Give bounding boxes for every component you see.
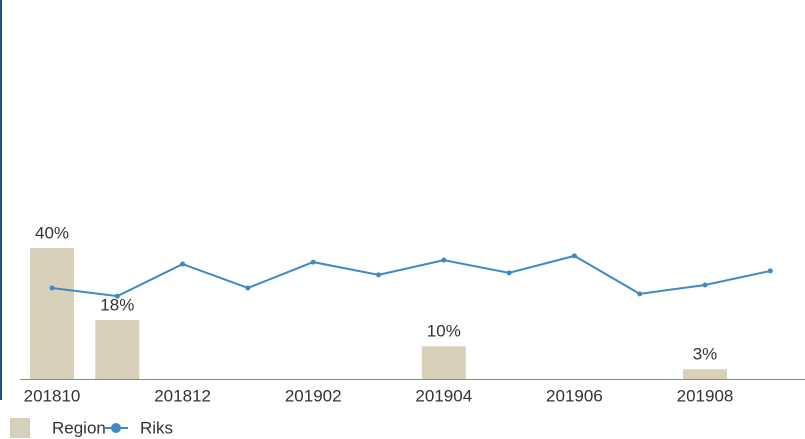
data-label: 3%	[693, 345, 718, 364]
line-point	[441, 257, 447, 263]
line	[51, 254, 771, 298]
x-tick-label: 201908	[677, 386, 734, 405]
line-point	[310, 259, 316, 265]
legend-swatch	[10, 418, 30, 438]
x-tick-label: 201810	[24, 386, 81, 405]
legend-label: Region	[52, 418, 106, 437]
line-point	[245, 285, 251, 291]
legend-label: Riks	[140, 418, 173, 437]
bar	[95, 320, 140, 379]
data-label: 10%	[427, 322, 461, 341]
bar	[683, 369, 727, 379]
x-tick-label: 201902	[285, 386, 342, 405]
data-label: 18%	[100, 296, 134, 315]
line-point	[702, 282, 708, 288]
x-tick-label: 201812	[154, 386, 211, 405]
x-tick-label: 201906	[546, 386, 603, 405]
line-point	[114, 293, 120, 299]
line-point	[180, 261, 186, 267]
line-point	[767, 268, 773, 274]
line-point	[637, 291, 643, 297]
bar	[421, 346, 466, 379]
x-tick-label: 201904	[415, 386, 472, 405]
line-point	[49, 285, 55, 291]
line-point	[571, 253, 577, 259]
line-point	[376, 272, 381, 278]
line-point	[506, 270, 512, 276]
bar	[30, 248, 74, 379]
data-label: 40%	[35, 223, 69, 242]
legend-swatch	[111, 423, 121, 433]
